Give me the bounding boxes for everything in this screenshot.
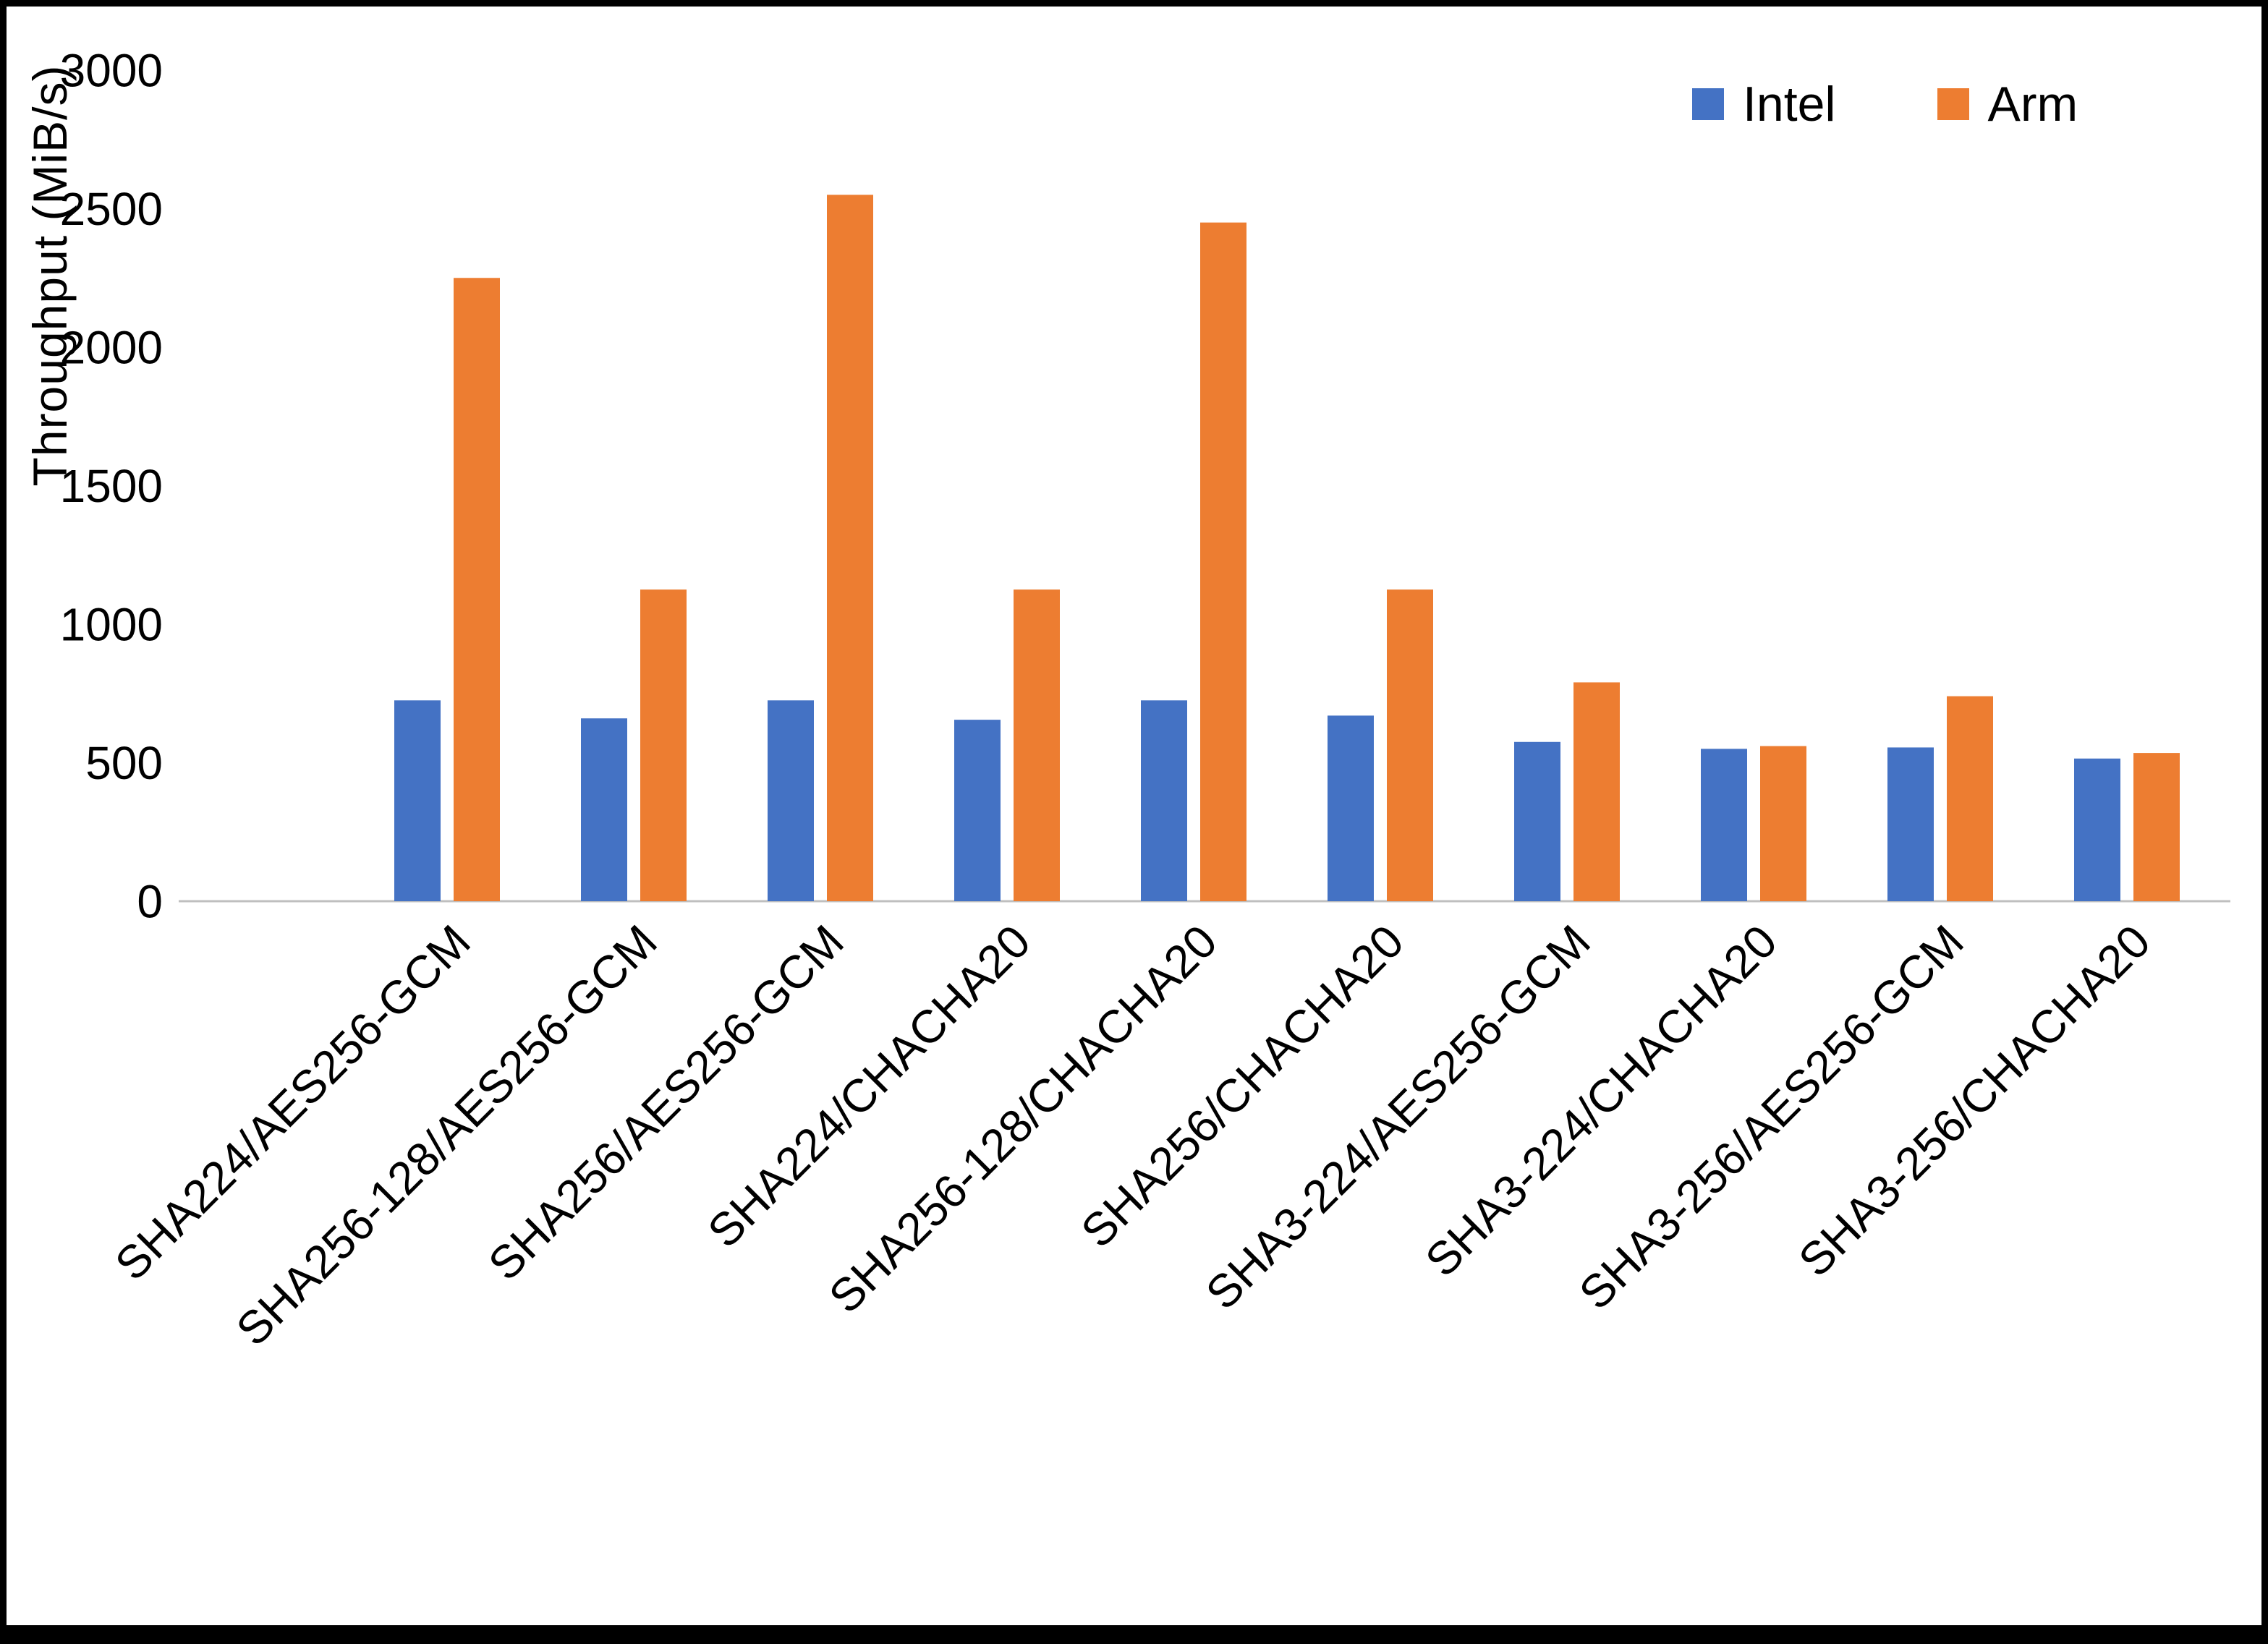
legend: Intel Arm <box>1692 76 2078 132</box>
y-tick-label: 1500 <box>60 460 163 512</box>
legend-item-arm: Arm <box>1937 76 2078 132</box>
y-tick-label: 1000 <box>60 598 163 650</box>
y-tick-label: 3000 <box>60 44 163 96</box>
bar-arm-9 <box>2133 753 2180 901</box>
bar-arm-0 <box>454 278 500 901</box>
x-category-label-9: SHA3-256/CHACHA20 <box>1788 915 2160 1287</box>
bar-intel-8 <box>1887 747 1934 901</box>
x-category-label-2: SHA256/AES256-GCM <box>478 915 854 1290</box>
legend-swatch-arm <box>1937 88 1969 120</box>
legend-swatch-intel <box>1692 88 1724 120</box>
bar-intel-6 <box>1514 741 1560 901</box>
x-category-label-7: SHA3-224/CHACHA20 <box>1415 915 1787 1287</box>
bar-arm-7 <box>1760 746 1806 901</box>
bar-arm-4 <box>1200 222 1246 901</box>
y-tick-label: 0 <box>137 875 163 927</box>
bar-arm-1 <box>640 589 687 901</box>
bar-arm-3 <box>1014 589 1060 901</box>
bar-intel-4 <box>1141 700 1187 901</box>
bar-intel-2 <box>768 700 814 901</box>
legend-label-arm: Arm <box>1987 77 2078 132</box>
x-category-label-4: SHA256-128/CHACHA20 <box>819 915 1227 1323</box>
x-category-label-8: SHA3-256/AES256-GCM <box>1569 915 1974 1319</box>
bar-arm-6 <box>1573 682 1620 901</box>
x-category-label-5: SHA256/CHACHA20 <box>1071 915 1413 1257</box>
y-tick-label: 2000 <box>60 321 163 373</box>
bar-arm-8 <box>1947 696 1993 901</box>
y-tick-label: 500 <box>85 737 163 789</box>
chart-svg: 0 500 1000 1500 2000 2500 3000 SHA224/AES256-GC… <box>60 44 2230 1355</box>
bar-intel-0 <box>394 700 441 901</box>
bar-intel-3 <box>954 720 1001 901</box>
y-tick-label: 2500 <box>60 183 163 235</box>
bar-intel-5 <box>1328 715 1374 901</box>
bar-arm-5 <box>1387 589 1433 901</box>
legend-label-intel: Intel <box>1743 77 1836 132</box>
bar-intel-7 <box>1701 749 1747 901</box>
y-axis-title: Throughput (MiB/s) <box>23 64 77 487</box>
x-category-label-6: SHA3-224/AES256-GCM <box>1196 915 1600 1319</box>
bar-intel-1 <box>581 718 627 901</box>
bar-intel-9 <box>2074 758 2120 901</box>
x-category-label-3: SHA224/CHACHA20 <box>697 915 1040 1257</box>
bar-arm-2 <box>827 195 873 902</box>
x-category-label-0: SHA224/AES256-GCM <box>105 915 480 1290</box>
legend-item-intel: Intel <box>1692 76 1836 132</box>
